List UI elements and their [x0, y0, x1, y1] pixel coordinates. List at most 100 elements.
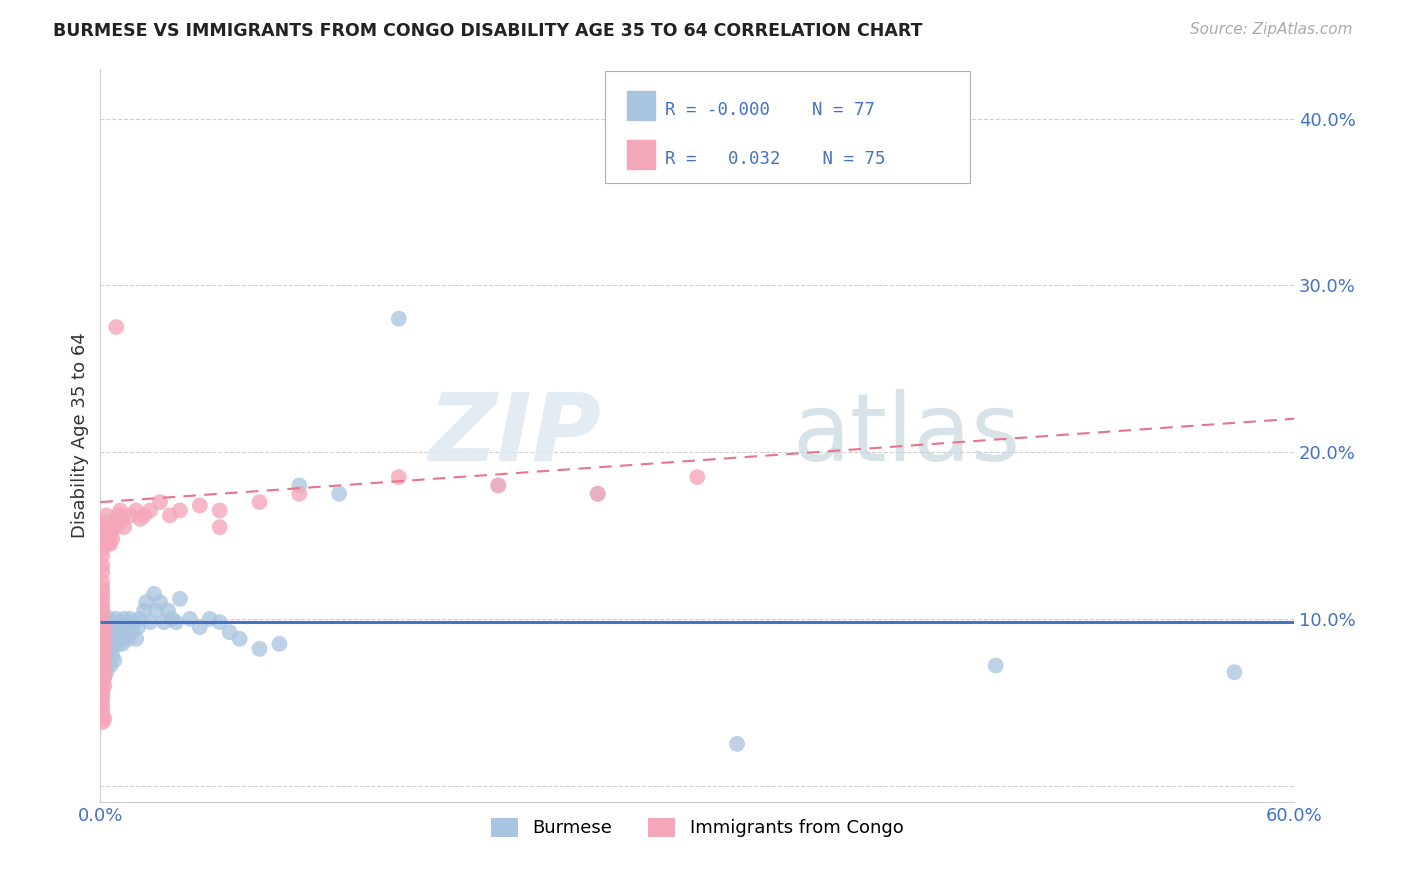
Point — [91, 608, 114, 623]
Point — [91, 698, 114, 713]
Point — [110, 503, 132, 517]
Point — [98, 658, 121, 673]
Point — [91, 603, 114, 617]
Point — [156, 603, 179, 617]
Point — [208, 503, 231, 517]
Y-axis label: Disability Age 35 to 64: Disability Age 35 to 64 — [72, 333, 89, 538]
Point — [686, 470, 709, 484]
Point — [139, 503, 162, 517]
Point — [91, 641, 114, 656]
Point — [91, 558, 114, 573]
Point — [169, 591, 191, 606]
Point — [91, 620, 114, 634]
Point — [111, 512, 134, 526]
Text: atlas: atlas — [793, 390, 1021, 482]
Point — [111, 620, 134, 634]
Point — [97, 632, 120, 646]
Point — [149, 595, 172, 609]
Point — [198, 612, 221, 626]
Point — [107, 508, 129, 523]
Point — [218, 625, 240, 640]
Point — [159, 508, 181, 523]
Point — [228, 632, 250, 646]
Point — [93, 637, 115, 651]
Point — [93, 628, 115, 642]
Legend: Burmese, Immigrants from Congo: Burmese, Immigrants from Congo — [484, 811, 911, 845]
Point — [328, 487, 350, 501]
Point — [107, 637, 129, 651]
Point — [586, 487, 609, 501]
Point — [91, 620, 114, 634]
Point — [111, 637, 134, 651]
Point — [103, 620, 125, 634]
Point — [249, 641, 271, 656]
Point — [105, 520, 128, 534]
Point — [91, 603, 114, 617]
Point — [91, 670, 114, 684]
Point — [153, 615, 176, 629]
Point — [93, 679, 115, 693]
Point — [101, 532, 124, 546]
Point — [388, 311, 411, 326]
Point — [96, 508, 118, 523]
Point — [122, 615, 145, 629]
Point — [93, 712, 115, 726]
Point — [97, 532, 120, 546]
Point — [93, 662, 115, 676]
Point — [91, 658, 114, 673]
Point — [91, 565, 114, 579]
Point — [98, 641, 121, 656]
Point — [101, 615, 124, 629]
Point — [96, 625, 118, 640]
Point — [112, 520, 135, 534]
Point — [91, 665, 114, 680]
Point — [91, 708, 114, 723]
Point — [388, 470, 411, 484]
Point — [103, 653, 125, 667]
Point — [486, 478, 509, 492]
Point — [91, 715, 114, 730]
Point — [103, 637, 125, 651]
Point — [139, 615, 162, 629]
Point — [91, 582, 114, 596]
Point — [93, 653, 115, 667]
Point — [96, 515, 118, 529]
Point — [91, 628, 114, 642]
Point — [115, 620, 138, 634]
Point — [105, 320, 128, 334]
Point — [105, 612, 128, 626]
Point — [269, 637, 291, 651]
Point — [91, 575, 114, 590]
Point — [91, 653, 114, 667]
Point — [93, 648, 115, 663]
Point — [98, 528, 121, 542]
Point — [120, 612, 142, 626]
Point — [96, 653, 118, 667]
Point — [135, 595, 157, 609]
Point — [288, 487, 311, 501]
Point — [97, 620, 120, 634]
Text: ZIP: ZIP — [429, 390, 602, 482]
Point — [98, 612, 121, 626]
Point — [93, 670, 115, 684]
Point — [97, 537, 120, 551]
Point — [117, 632, 139, 646]
Point — [208, 615, 231, 629]
Point — [91, 520, 114, 534]
Point — [288, 478, 311, 492]
Point — [1223, 665, 1246, 680]
Point — [112, 612, 135, 626]
Point — [725, 737, 748, 751]
Point — [143, 587, 166, 601]
Point — [179, 612, 201, 626]
Point — [96, 665, 118, 680]
Point — [169, 503, 191, 517]
Point — [91, 653, 114, 667]
Point — [93, 632, 115, 646]
Point — [120, 508, 142, 523]
Text: R =   0.032    N = 75: R = 0.032 N = 75 — [665, 150, 886, 168]
Point — [125, 632, 148, 646]
Point — [188, 499, 211, 513]
Point — [105, 628, 128, 642]
Point — [486, 478, 509, 492]
